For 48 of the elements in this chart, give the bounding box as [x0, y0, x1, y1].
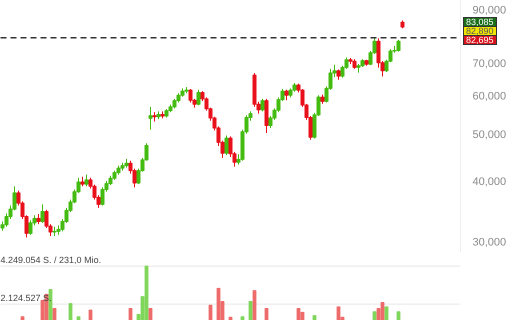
y-tick-label: 60,000	[472, 90, 506, 102]
candlestick	[196, 89, 200, 106]
ref-line-label: 4.249.054 S. / 231,0 Mio.	[0, 255, 102, 266]
y-tick-label: 70,000	[472, 58, 506, 70]
text: 82,890	[463, 26, 497, 36]
bar	[336, 306, 340, 320]
bar	[248, 300, 252, 320]
bar	[396, 311, 400, 320]
candlestick	[320, 94, 324, 104]
candlestick	[80, 176, 84, 187]
candlestick	[52, 226, 56, 237]
bar	[52, 308, 56, 320]
bar	[384, 306, 388, 320]
bar	[240, 316, 244, 320]
bar	[296, 308, 300, 320]
bar	[76, 316, 80, 320]
candlestick	[260, 98, 264, 112]
y-tick-label: 30,000	[472, 236, 506, 249]
bar	[252, 290, 256, 320]
bar	[380, 302, 384, 320]
candlestick	[152, 112, 156, 122]
bar	[20, 316, 24, 320]
bar	[216, 288, 220, 320]
bar	[264, 308, 268, 320]
candlestick	[148, 106, 152, 130]
candlestick	[224, 134, 228, 156]
candlestick	[36, 214, 40, 225]
bar	[144, 266, 148, 320]
candlestick	[284, 89, 288, 101]
bar	[372, 311, 376, 320]
candlestick	[396, 39, 400, 52]
bar	[148, 308, 152, 320]
bar	[128, 308, 132, 320]
y-tick-label: 50,000	[472, 128, 506, 141]
text: 82,695	[463, 35, 497, 45]
bar	[208, 304, 212, 320]
candlestick	[336, 68, 340, 80]
candlestick	[84, 174, 88, 187]
bar	[300, 312, 304, 320]
y-tick-label: 40,000	[472, 176, 506, 188]
candlestick	[352, 58, 356, 70]
bar	[68, 303, 72, 320]
y-tick-label: 90,000	[472, 4, 506, 17]
bar	[88, 310, 92, 320]
bar	[228, 316, 232, 320]
candlestick	[40, 204, 44, 224]
bar	[312, 315, 316, 320]
text: 83,085	[463, 17, 497, 27]
